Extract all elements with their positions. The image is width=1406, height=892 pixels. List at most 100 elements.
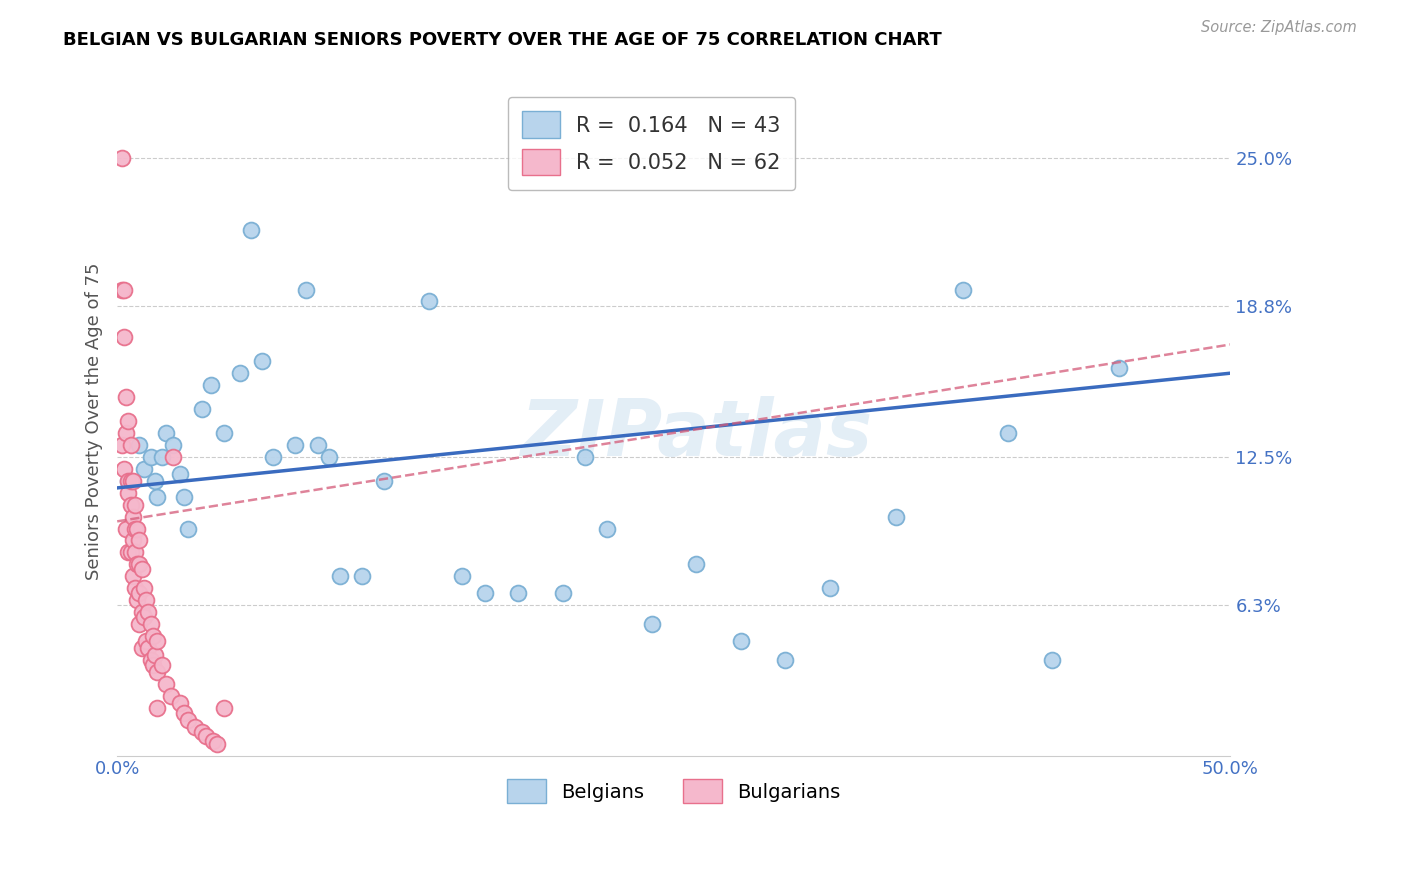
- Point: [115, 390, 138, 404]
- Point: [112, 283, 135, 297]
- Point: [132, 462, 155, 476]
- Text: ZIPatlas: ZIPatlas: [520, 396, 872, 473]
- Point: [191, 402, 214, 417]
- Point: [132, 582, 155, 596]
- Point: [127, 558, 149, 572]
- Point: [952, 283, 974, 297]
- Point: [128, 586, 150, 600]
- Point: [155, 425, 177, 440]
- Point: [139, 653, 162, 667]
- Point: [162, 438, 184, 452]
- Point: [120, 545, 142, 559]
- Point: [886, 509, 908, 524]
- Point: [117, 414, 139, 428]
- Point: [150, 657, 173, 672]
- Point: [143, 648, 166, 663]
- Point: [307, 438, 329, 452]
- Point: [121, 509, 143, 524]
- Point: [138, 641, 160, 656]
- Point: [177, 713, 200, 727]
- Point: [115, 425, 138, 440]
- Point: [184, 720, 207, 734]
- Point: [329, 569, 352, 583]
- Text: BELGIAN VS BULGARIAN SENIORS POVERTY OVER THE AGE OF 75 CORRELATION CHART: BELGIAN VS BULGARIAN SENIORS POVERTY OVE…: [63, 31, 942, 49]
- Point: [195, 730, 218, 744]
- Point: [997, 425, 1019, 440]
- Point: [146, 633, 169, 648]
- Point: [117, 474, 139, 488]
- Point: [191, 724, 214, 739]
- Point: [121, 533, 143, 548]
- Point: [640, 617, 662, 632]
- Point: [128, 617, 150, 632]
- Point: [146, 700, 169, 714]
- Point: [159, 689, 181, 703]
- Point: [574, 450, 596, 464]
- Point: [773, 653, 796, 667]
- Point: [121, 474, 143, 488]
- Point: [124, 545, 146, 559]
- Point: [169, 696, 191, 710]
- Point: [1040, 653, 1063, 667]
- Point: [124, 582, 146, 596]
- Point: [135, 593, 157, 607]
- Point: [262, 450, 284, 464]
- Point: [818, 582, 841, 596]
- Point: [131, 641, 153, 656]
- Point: [169, 467, 191, 481]
- Point: [127, 593, 149, 607]
- Point: [730, 633, 752, 648]
- Point: [124, 498, 146, 512]
- Point: [200, 378, 222, 392]
- Point: [111, 151, 134, 165]
- Point: [207, 737, 229, 751]
- Point: [139, 617, 162, 632]
- Point: [474, 586, 496, 600]
- Point: [212, 425, 235, 440]
- Point: [131, 605, 153, 619]
- Point: [146, 665, 169, 679]
- Point: [318, 450, 340, 464]
- Point: [551, 586, 574, 600]
- Point: [112, 330, 135, 344]
- Point: [112, 462, 135, 476]
- Point: [1108, 361, 1130, 376]
- Point: [128, 533, 150, 548]
- Point: [155, 677, 177, 691]
- Point: [295, 283, 318, 297]
- Point: [451, 569, 474, 583]
- Point: [201, 734, 224, 748]
- Point: [128, 558, 150, 572]
- Text: Source: ZipAtlas.com: Source: ZipAtlas.com: [1201, 20, 1357, 35]
- Point: [506, 586, 529, 600]
- Point: [162, 450, 184, 464]
- Point: [146, 491, 169, 505]
- Point: [117, 474, 139, 488]
- Point: [111, 283, 134, 297]
- Point: [120, 474, 142, 488]
- Point: [128, 438, 150, 452]
- Point: [135, 633, 157, 648]
- Point: [131, 562, 153, 576]
- Point: [284, 438, 307, 452]
- Point: [142, 657, 165, 672]
- Point: [120, 498, 142, 512]
- Point: [173, 706, 195, 720]
- Point: [117, 485, 139, 500]
- Point: [121, 569, 143, 583]
- Point: [596, 522, 619, 536]
- Point: [142, 629, 165, 643]
- Point: [120, 438, 142, 452]
- Point: [228, 366, 250, 380]
- Point: [127, 522, 149, 536]
- Point: [124, 522, 146, 536]
- Point: [373, 474, 395, 488]
- Point: [212, 700, 235, 714]
- Legend: Belgians, Bulgarians: Belgians, Bulgarians: [498, 770, 851, 813]
- Point: [143, 474, 166, 488]
- Y-axis label: Seniors Poverty Over the Age of 75: Seniors Poverty Over the Age of 75: [86, 262, 103, 580]
- Point: [150, 450, 173, 464]
- Point: [138, 605, 160, 619]
- Point: [139, 450, 162, 464]
- Point: [685, 558, 707, 572]
